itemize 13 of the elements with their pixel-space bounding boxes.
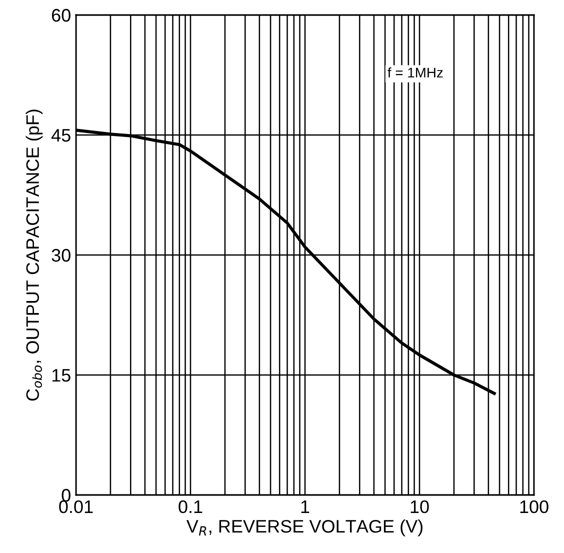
y-tick-label: 60 xyxy=(52,8,70,22)
y-tick-label: 15 xyxy=(52,369,70,382)
x-tick-label: 100 xyxy=(520,500,548,514)
x-tick-label: 1 xyxy=(301,500,310,513)
x-tick-label: 0.01 xyxy=(59,500,93,514)
annotation: f = 1MHz xyxy=(388,67,443,78)
y-tick-label: 45 xyxy=(51,129,70,142)
y-tick-label: 0 xyxy=(62,488,70,502)
x-tick-label: 10 xyxy=(410,500,429,514)
y-axis-title: C$_{obo}$, OUTPUT CAPACITANCE (pF) xyxy=(26,110,43,401)
x-tick-label: 0.1 xyxy=(178,500,202,514)
x-axis-title: V$_{R}$, REVERSE VOLTAGE (V) xyxy=(186,519,422,536)
y-tick-label: 30 xyxy=(52,248,70,262)
